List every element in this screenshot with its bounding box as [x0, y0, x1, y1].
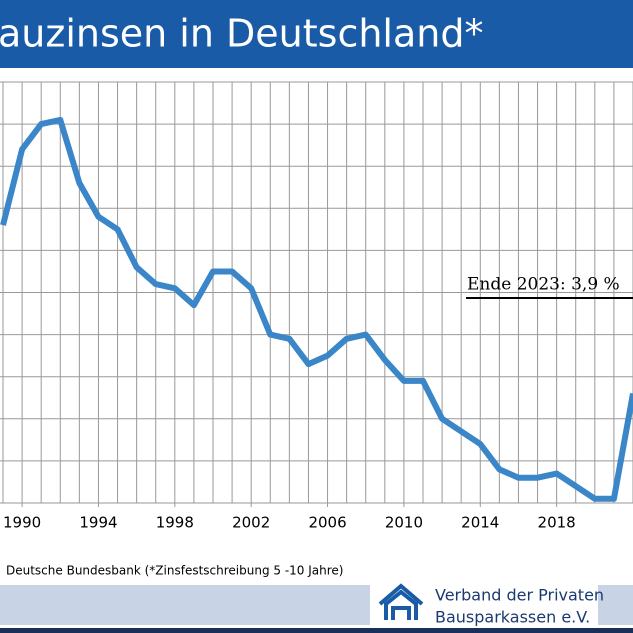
x-tick-label: 1990 [3, 514, 41, 532]
title-banner [0, 0, 633, 68]
chart-title: auzinsen in Deutschland* [0, 12, 483, 56]
x-tick-label: 1998 [156, 514, 194, 532]
source: Deutsche Bundesbank (*Zinsfestschreibung… [6, 564, 343, 578]
footer-band [0, 585, 370, 625]
logo-icon [378, 583, 424, 620]
x-tick-label: 2018 [538, 514, 576, 532]
logo-text: Bausparkassen e.V. [435, 608, 590, 627]
logo-text: Verband der Privaten [435, 586, 604, 605]
x-tick-label: 2002 [232, 514, 270, 532]
footer-band [598, 585, 633, 625]
x-tick-label: 2006 [308, 514, 346, 532]
annotation: Ende 2023: 3,9 % [467, 275, 620, 295]
x-tick-label: 1994 [79, 514, 117, 532]
data-line [0, 116, 633, 502]
x-tick-label: 2014 [461, 514, 499, 532]
footer-bar [0, 628, 633, 633]
x-tick-label: 2010 [385, 514, 423, 532]
